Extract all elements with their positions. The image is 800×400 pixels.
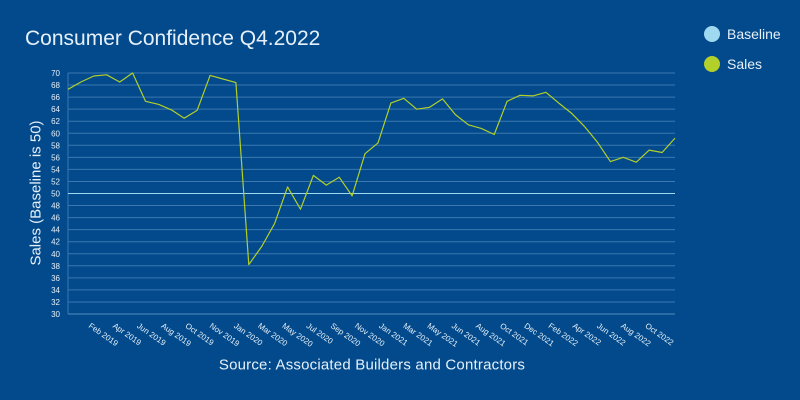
sales-data-point <box>92 75 95 78</box>
source-note: Source: Associated Builders and Contract… <box>218 356 526 374</box>
sales-data-point <box>531 94 534 97</box>
sales-data-point <box>661 151 664 154</box>
sales-data-point <box>170 108 173 111</box>
sales-data-point <box>221 78 224 81</box>
sales-data-point <box>118 81 121 84</box>
sales-data-point <box>480 127 483 130</box>
sales-data-point <box>415 108 418 111</box>
sales-data-point <box>609 160 612 163</box>
y-tick-label: 32 <box>51 298 60 307</box>
y-tick-label: 56 <box>51 153 60 162</box>
y-tick-label: 50 <box>51 190 60 199</box>
sales-data-point <box>467 123 470 126</box>
sales-data-point <box>364 152 367 155</box>
sales-data-point <box>67 88 70 91</box>
sales-data-point <box>338 176 341 179</box>
sales-data-point <box>376 141 379 144</box>
sales-data-point <box>570 112 573 115</box>
sales-data-point <box>79 81 82 84</box>
legend-swatch-baseline <box>704 26 720 42</box>
y-tick-label: 60 <box>51 129 60 138</box>
sales-data-point <box>196 109 199 112</box>
y-tick-label: 54 <box>51 165 60 174</box>
sales-data-point <box>428 106 431 109</box>
sales-data-point <box>454 113 457 116</box>
sales-data-point <box>648 149 651 152</box>
sales-data-point <box>583 125 586 128</box>
sales-data-point <box>260 245 263 248</box>
y-tick-label: 42 <box>51 238 60 247</box>
sales-data-point <box>506 100 509 103</box>
sales-data-point <box>234 81 237 84</box>
y-tick-label: 40 <box>51 250 60 259</box>
y-tick-label: 34 <box>51 286 60 295</box>
sales-data-point <box>325 184 328 187</box>
legend-label-sales: Sales <box>727 56 763 72</box>
sales-data-point <box>299 208 302 211</box>
y-tick-label: 68 <box>51 81 60 90</box>
y-tick-label: 62 <box>51 117 60 126</box>
y-tick-label: 46 <box>51 214 60 223</box>
sales-data-point <box>183 117 186 120</box>
y-tick-label: 30 <box>51 310 60 319</box>
sales-data-point <box>674 137 677 140</box>
sales-data-point <box>209 74 212 77</box>
sales-data-point <box>157 103 160 106</box>
sales-data-point <box>247 263 250 266</box>
sales-data-point <box>441 97 444 100</box>
sales-data-point <box>286 185 289 188</box>
sales-data-point <box>312 174 315 177</box>
legend-label-baseline: Baseline <box>727 26 781 42</box>
sales-data-point <box>635 161 638 164</box>
sales-data-point <box>519 94 522 97</box>
sales-data-point <box>273 222 276 225</box>
sales-series-line <box>67 72 676 266</box>
legend: Baseline Sales <box>704 24 781 84</box>
sales-data-point <box>402 97 405 100</box>
legend-item-baseline[interactable]: Baseline <box>704 24 781 44</box>
sales-data-point <box>493 133 496 136</box>
y-tick-label: 38 <box>51 262 60 271</box>
sales-data-point <box>557 102 560 105</box>
y-tick-label: 58 <box>51 141 60 150</box>
legend-swatch-sales <box>704 56 720 72</box>
sales-data-point <box>596 141 599 144</box>
y-tick-label: 48 <box>51 202 60 211</box>
sales-data-point <box>105 73 108 76</box>
y-tick-label: 66 <box>51 93 60 102</box>
sales-data-point <box>131 72 134 75</box>
y-tick-label: 44 <box>51 226 60 235</box>
y-tick-label: 64 <box>51 105 60 114</box>
y-tick-label: 36 <box>51 274 60 283</box>
sales-data-point <box>389 102 392 105</box>
chart-title: Consumer Confidence Q4.2022 <box>25 27 321 50</box>
legend-item-sales[interactable]: Sales <box>704 54 781 74</box>
y-tick-label: 52 <box>51 177 60 186</box>
sales-data-point <box>144 100 147 103</box>
sales-data-point <box>544 91 547 94</box>
sales-data-point <box>351 194 354 197</box>
sales-data-point <box>622 156 625 159</box>
y-tick-label: 70 <box>51 69 60 78</box>
